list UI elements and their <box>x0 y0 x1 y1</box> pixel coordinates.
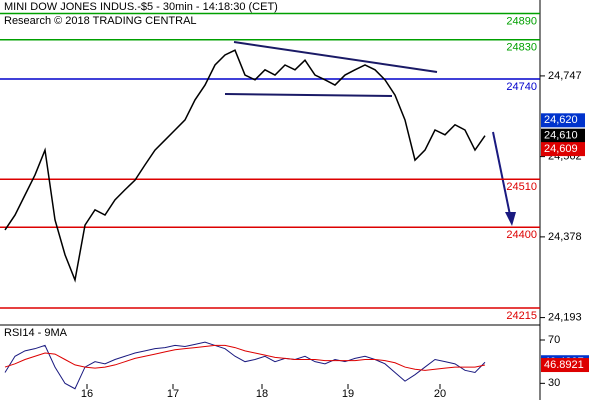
y-tick-label: 24,378 <box>548 231 582 243</box>
y-tick-label: 30 <box>548 377 560 389</box>
series-line <box>4 344 486 371</box>
level-label: 24400 <box>506 229 537 241</box>
x-tick-label: 18 <box>256 388 268 400</box>
x-tick-label: 16 <box>81 388 93 400</box>
level-label: 24215 <box>506 310 537 322</box>
forecast-arrow <box>492 131 511 216</box>
level-label: 24510 <box>506 181 537 193</box>
series-line <box>4 49 486 283</box>
chart-title: MINI DOW JONES INDUS.-$5 - 30min - 14:18… <box>4 1 278 13</box>
price-box <box>541 128 585 143</box>
trendline <box>224 93 393 97</box>
value-box <box>541 358 589 373</box>
level-label: 24740 <box>506 81 537 93</box>
x-tick-label: 20 <box>434 388 446 400</box>
x-tick-label: 19 <box>342 388 354 400</box>
price-box <box>541 113 585 128</box>
y-tick-label: 24,747 <box>548 70 582 82</box>
arrow-head <box>505 212 516 226</box>
chart-subtitle: Research © 2018 TRADING CENTRAL <box>4 15 197 27</box>
trendline <box>233 41 438 73</box>
price-box-label: 24,620 <box>544 114 578 126</box>
price-box <box>541 142 585 157</box>
level-label: 24830 <box>506 42 537 54</box>
price-box-label: 24,609 <box>544 143 578 155</box>
y-tick-label: 24,193 <box>548 311 582 323</box>
value-box-label: 46.8921 <box>544 359 584 371</box>
level-label: 24890 <box>506 15 537 27</box>
rsi-title: RSI14 - 9MA <box>4 327 68 339</box>
x-tick-label: 17 <box>167 388 179 400</box>
price-box-label: 24,610 <box>544 130 578 142</box>
y-tick-label: 70 <box>548 334 560 346</box>
